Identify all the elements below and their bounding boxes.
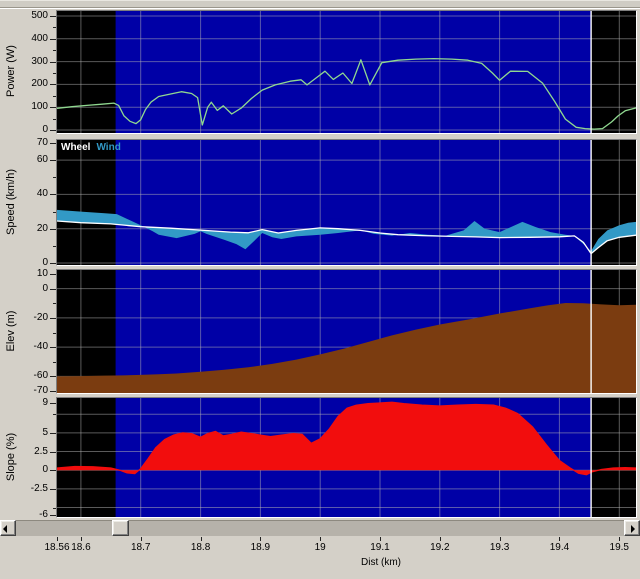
xtick-label: 19.1 — [370, 542, 390, 553]
speed-ytick-label: 20 — [36, 222, 48, 234]
elev-axis-title: Elev (m) — [5, 310, 17, 351]
x-axis-title: Dist (km) — [361, 557, 401, 568]
speed-ytick-label: 60 — [36, 154, 48, 166]
speed-ytick-label: 70 — [36, 137, 48, 148]
left-arrow-icon — [3, 525, 7, 533]
speed-plot-svg[interactable] — [57, 140, 636, 265]
elev-ytick-label: 10 — [36, 268, 48, 279]
slope-ytick-label: 0 — [42, 464, 48, 476]
xtick-mark — [619, 537, 621, 541]
power-ytick-label: 300 — [31, 55, 48, 67]
xtick-label: 19.5 — [609, 542, 629, 553]
scrollbar-thumb[interactable] — [112, 520, 129, 536]
distance-scrollbar[interactable] — [0, 520, 640, 536]
elev-ytick-label: -70 — [33, 385, 48, 396]
speed-ytick-label: 0 — [42, 257, 48, 268]
xtick-mark — [559, 537, 561, 541]
slope-axis-title: Slope (%) — [5, 432, 17, 481]
power-plot-svg[interactable] — [57, 11, 636, 133]
xtick-mark — [200, 537, 202, 541]
xtick-mark — [140, 537, 142, 541]
elev-chart[interactable] — [56, 269, 637, 394]
plot-bg-active — [115, 140, 592, 265]
xtick-mark — [439, 537, 441, 541]
plot-bg-active — [115, 11, 592, 133]
xtick-label: 19 — [314, 542, 326, 553]
scrollbar-right-arrow-button[interactable] — [624, 520, 640, 536]
power-ytick-label: 400 — [31, 32, 48, 44]
slope-ytick-label: 5 — [42, 426, 48, 438]
xtick-label: 18.6 — [71, 542, 91, 553]
slope-chart[interactable] — [56, 397, 637, 518]
power-series-power-line — [57, 57, 636, 130]
power-ytick-label: 100 — [31, 101, 48, 113]
power-ytick-label: 500 — [31, 10, 48, 21]
power-axis-title: Power (W) — [5, 45, 17, 97]
slope-ytick-label: 9 — [42, 397, 48, 408]
scrollbar-left-arrow-button[interactable] — [0, 520, 16, 536]
slope-ytick-label: -6 — [39, 509, 48, 520]
xtick-mark — [260, 537, 262, 541]
xtick-mark — [320, 537, 322, 541]
power-chart[interactable] — [56, 10, 637, 134]
speed-chart[interactable] — [56, 139, 637, 266]
elev-ytick-label: -60 — [33, 370, 48, 382]
speed-series-wind-band — [57, 209, 636, 254]
elev-ytick-label: -40 — [33, 341, 48, 353]
power-ytick-label: 0 — [42, 124, 48, 135]
horizontal-splitter[interactable] — [0, 0, 640, 9]
elev-plot-svg[interactable] — [57, 270, 636, 393]
xtick-mark — [57, 537, 58, 541]
xtick-label: 18.9 — [250, 542, 271, 553]
elev-series-elevation-area — [57, 303, 636, 393]
speed-axis-title: Speed (km/h) — [5, 168, 17, 235]
xtick-label: 19.2 — [430, 542, 450, 553]
slope-series-slope-line — [57, 401, 636, 476]
xtick-mark — [379, 537, 381, 541]
xtick-label: 18.56 — [44, 542, 70, 553]
speed-ytick-label: 40 — [36, 188, 48, 200]
xtick-mark — [499, 537, 501, 541]
slope-series-slope-area — [57, 402, 636, 475]
speed-series-wheel-line — [57, 220, 636, 255]
xtick-mark — [80, 537, 82, 541]
xtick-label: 19.4 — [549, 542, 570, 553]
xtick-label: 18.8 — [190, 542, 211, 553]
xtick-label: 18.7 — [131, 542, 151, 553]
xtick-label: 19.3 — [489, 542, 510, 553]
right-arrow-icon — [631, 525, 635, 533]
slope-ytick-label: 2.5 — [34, 445, 48, 457]
elev-ytick-label: 0 — [42, 282, 48, 294]
slope-ytick-label: -2.5 — [30, 482, 48, 494]
slope-plot-svg[interactable] — [57, 398, 636, 517]
elev-ytick-label: -20 — [33, 311, 48, 323]
power-ytick-label: 200 — [31, 78, 48, 90]
